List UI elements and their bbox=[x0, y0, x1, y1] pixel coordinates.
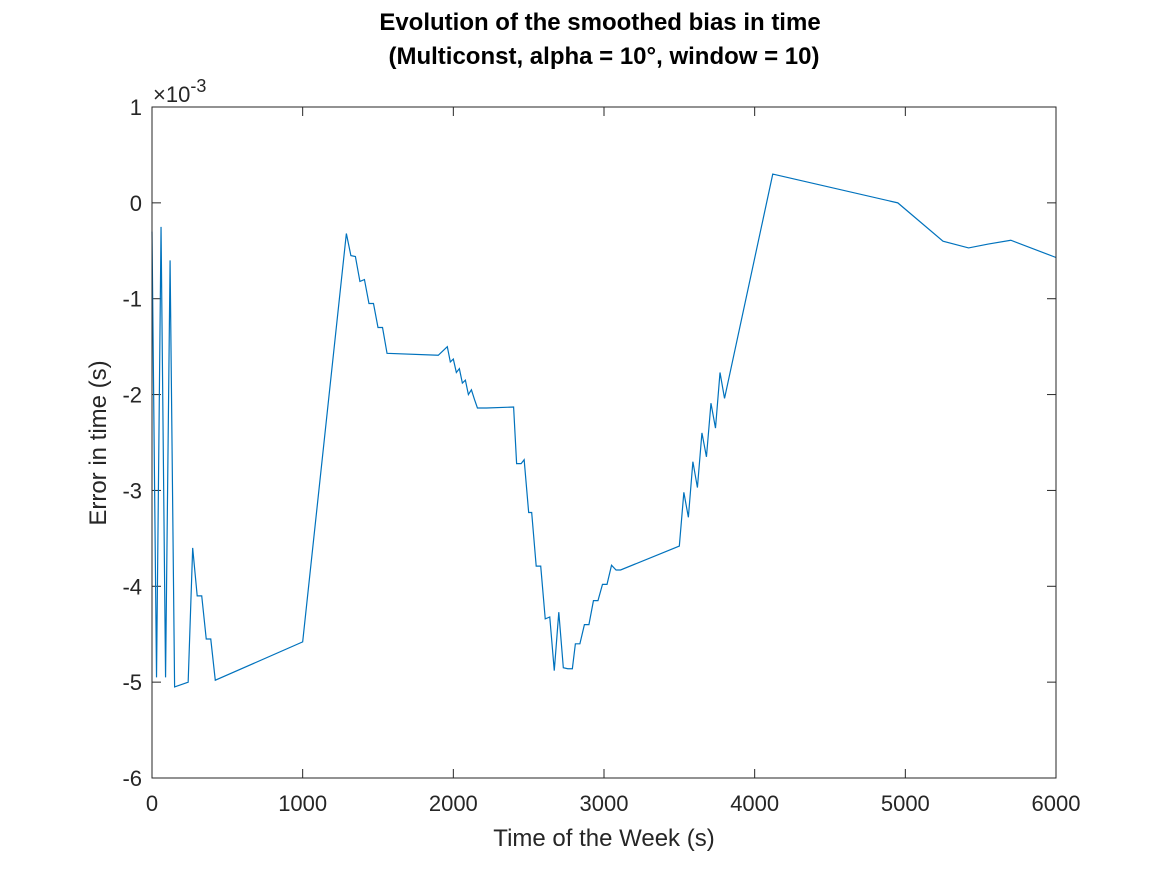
x-tick-label-5: 5000 bbox=[881, 791, 930, 816]
x-tick-label-4: 4000 bbox=[730, 791, 779, 816]
y-tick-label-3: -2 bbox=[122, 383, 142, 408]
y-exponent-power: -3 bbox=[190, 76, 206, 96]
x-axis-label: Time of the Week (s) bbox=[493, 825, 714, 852]
y-tick-label-5: -4 bbox=[122, 574, 142, 599]
x-tick-label-1: 1000 bbox=[278, 791, 327, 816]
x-tick-label-2: 2000 bbox=[429, 791, 478, 816]
y-tick-label-4: -3 bbox=[122, 478, 142, 503]
y-tick-label-6: -5 bbox=[122, 670, 142, 695]
y-tick-label-1: 0 bbox=[130, 191, 142, 216]
axes-box bbox=[151, 106, 1057, 779]
chart-subtitle: (Multiconst, alpha = 10°, window = 10) bbox=[388, 43, 819, 70]
series-line-0 bbox=[151, 173, 1057, 688]
y-axis-exponent: ×10-3 bbox=[153, 76, 206, 107]
axes-background bbox=[152, 107, 1056, 778]
x-tick-label-6: 6000 bbox=[1032, 791, 1081, 816]
x-tick-label-0: 0 bbox=[146, 791, 158, 816]
y-exponent-base: ×10 bbox=[153, 82, 190, 107]
y-tick-label-0: 1 bbox=[130, 95, 142, 120]
y-tick-label-7: -6 bbox=[122, 766, 142, 791]
y-axis-label: Error in time (s) bbox=[85, 360, 112, 525]
x-tick-label-3: 3000 bbox=[580, 791, 629, 816]
chart-title: Evolution of the smoothed bias in time bbox=[379, 9, 820, 36]
y-tick-label-2: -1 bbox=[122, 287, 142, 312]
plot-area: 0 1000 2000 3000 4000 5000 6000 1 0 -1 -2 -3 -4 -5 -6 bbox=[122, 95, 1080, 816]
